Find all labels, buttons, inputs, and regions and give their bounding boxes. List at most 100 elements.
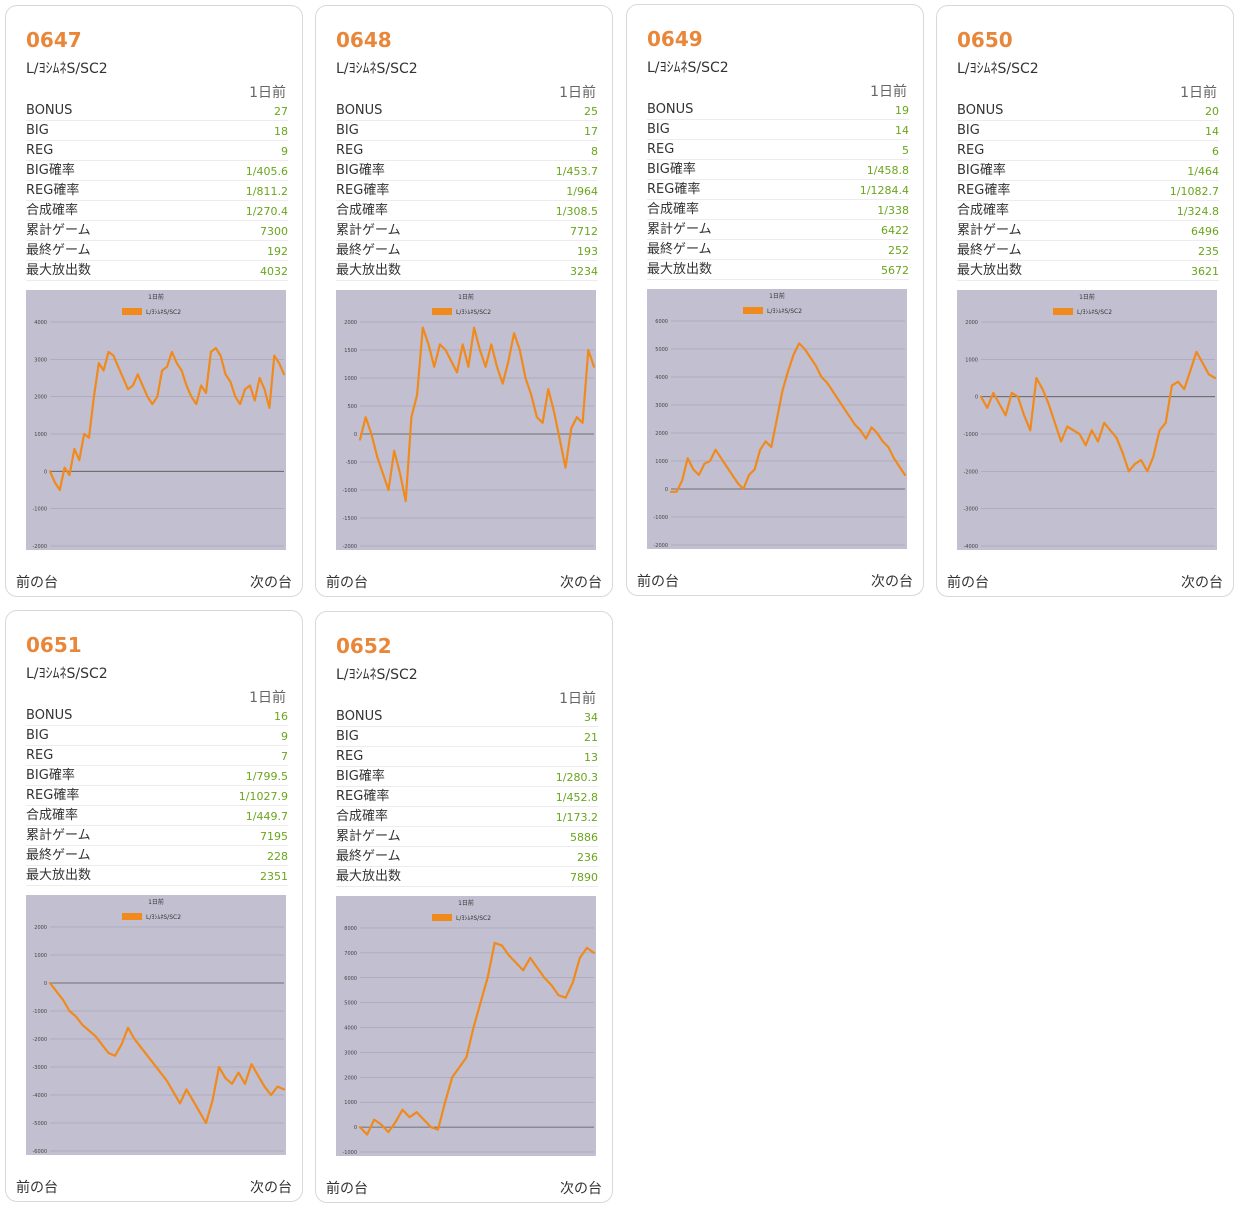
stat-label: REG確率 — [647, 182, 701, 197]
day-column-header: 1日前 — [559, 691, 596, 707]
next-machine-link[interactable]: 次の台 — [560, 1181, 602, 1197]
machine-number[interactable]: 0650 — [957, 28, 1013, 52]
stat-label: 最終ゲーム — [647, 242, 712, 257]
machine-number[interactable]: 0651 — [26, 633, 82, 657]
stats-row: 最大放出数 5672 — [647, 260, 909, 280]
prev-machine-link[interactable]: 前の台 — [16, 1180, 58, 1196]
stat-label: 最大放出数 — [26, 263, 92, 278]
next-machine-link[interactable]: 次の台 — [871, 574, 913, 590]
y-tick-label: 1000 — [34, 953, 47, 959]
y-tick-label: 2000 — [344, 1075, 357, 1081]
stat-value: 1/308.5 — [555, 205, 598, 218]
machine-number[interactable]: 0652 — [336, 634, 392, 658]
machine-number[interactable]: 0647 — [26, 28, 82, 52]
stat-label: REG確率 — [26, 183, 80, 198]
series-line — [979, 350, 1217, 473]
machine-model: L/ﾖｼﾑﾈS/SC2 — [336, 667, 418, 683]
stat-label: BIG確率 — [336, 769, 385, 784]
series-line — [358, 941, 596, 1136]
stat-value: 8 — [591, 145, 598, 158]
machine-number[interactable]: 0648 — [336, 28, 392, 52]
next-machine-link[interactable]: 次の台 — [560, 575, 602, 591]
stat-label: 累計ゲーム — [336, 223, 401, 238]
stat-label: BONUS — [26, 708, 73, 723]
payout-chart: 1日前 L/ﾖｼﾑﾈS/SC2 4000 3000 2000 1000 0 -1000 -200… — [26, 290, 286, 550]
next-machine-link[interactable]: 次の台 — [250, 1180, 292, 1196]
y-tick-label: 3000 — [344, 1050, 357, 1056]
stat-label: 最大放出数 — [957, 263, 1023, 278]
stat-value: 25 — [584, 105, 598, 118]
legend-swatch — [743, 307, 763, 314]
prev-machine-link[interactable]: 前の台 — [947, 575, 989, 591]
stats-row: REG 6 — [957, 141, 1219, 161]
machine-model: L/ﾖｼﾑﾈS/SC2 — [26, 666, 108, 682]
stats-row: REG 9 — [26, 141, 288, 161]
chart-title: 1日前 — [148, 898, 164, 906]
stats-row: 累計ゲーム 7300 — [26, 221, 288, 241]
stat-label: 最終ゲーム — [336, 243, 401, 258]
stat-label: 累計ゲーム — [26, 223, 91, 238]
stats-row: BIG 9 — [26, 726, 288, 746]
next-machine-link[interactable]: 次の台 — [1181, 575, 1223, 591]
chart-svg: 1日前 L/ﾖｼﾑﾈS/SC2 2000 1500 1000 500 0 -500 -1000 -… — [342, 293, 596, 550]
stat-label: BONUS — [647, 102, 694, 117]
stats-row: 最終ゲーム 192 — [26, 241, 288, 261]
stat-value: 1/338 — [877, 204, 909, 217]
legend-swatch — [122, 308, 142, 315]
y-tick-label: 3000 — [655, 403, 668, 409]
stat-value: 1/280.3 — [555, 771, 598, 784]
stats-row: BIG確率 1/405.6 — [26, 161, 288, 181]
stats-row: 最終ゲーム 193 — [336, 241, 598, 261]
stat-value: 252 — [888, 244, 909, 257]
stats-row: BIG確率 1/464 — [957, 161, 1219, 181]
y-tick-label: -4000 — [963, 544, 978, 550]
stats-row: 累計ゲーム 6422 — [647, 220, 909, 240]
stat-value: 9 — [281, 145, 288, 158]
stat-value: 14 — [1205, 125, 1219, 138]
y-tick-label: 0 — [665, 487, 668, 493]
y-tick-label: 2000 — [965, 320, 978, 326]
y-tick-label: 0 — [975, 395, 978, 401]
stat-value: 1/1027.9 — [238, 790, 288, 803]
next-machine-link[interactable]: 次の台 — [250, 575, 292, 591]
stat-label: BIG確率 — [336, 163, 385, 178]
prev-machine-link[interactable]: 前の台 — [16, 575, 58, 591]
stat-value: 1/405.6 — [245, 165, 288, 178]
prev-machine-link[interactable]: 前の台 — [326, 1181, 368, 1197]
day-column-header: 1日前 — [249, 85, 286, 101]
machine-model: L/ﾖｼﾑﾈS/SC2 — [647, 60, 729, 76]
stat-value: 1/1082.7 — [1169, 185, 1219, 198]
stat-label: REG — [26, 748, 54, 763]
stat-value: 6422 — [881, 224, 909, 237]
legend-swatch — [432, 914, 452, 921]
stat-value: 21 — [584, 731, 598, 744]
stat-value: 1/799.5 — [245, 770, 288, 783]
stats-table: BONUS 34 BIG 21 REG 13 BIG確率 1/280.3 REG確率 1/452.… — [336, 707, 598, 887]
y-tick-label: 4000 — [344, 1026, 357, 1032]
stats-row: BIG確率 1/453.7 — [336, 161, 598, 181]
stat-label: 合成確率 — [647, 202, 700, 217]
prev-machine-link[interactable]: 前の台 — [326, 575, 368, 591]
stat-label: BIG — [336, 729, 359, 744]
chart-title: 1日前 — [769, 292, 785, 300]
y-tick-label: -1000 — [342, 1150, 357, 1156]
machine-number[interactable]: 0649 — [647, 27, 703, 51]
stat-value: 5886 — [570, 831, 598, 844]
stats-row: 最大放出数 2351 — [26, 866, 288, 886]
machine-card: 0647 L/ﾖｼﾑﾈS/SC2 1日前 BONUS 27 BIG 18 REG 9 BIG… — [5, 5, 303, 597]
stat-label: BIG — [957, 123, 980, 138]
legend-label: L/ﾖｼﾑﾈS/SC2 — [1077, 309, 1112, 316]
stat-label: BIG確率 — [957, 163, 1006, 178]
chart-title: 1日前 — [148, 293, 164, 301]
y-tick-label: 0 — [44, 469, 47, 475]
y-tick-label: -2000 — [342, 544, 357, 550]
stats-row: 最大放出数 3234 — [336, 261, 598, 281]
stat-label: BIG確率 — [647, 162, 696, 177]
stats-row: 最大放出数 3621 — [957, 261, 1219, 281]
stats-table: BONUS 19 BIG 14 REG 5 BIG確率 1/458.8 REG確率 1/1284.… — [647, 100, 909, 280]
prev-machine-link[interactable]: 前の台 — [637, 574, 679, 590]
chart-title: 1日前 — [458, 899, 474, 907]
stats-row: REG 5 — [647, 140, 909, 160]
y-tick-label: -1000 — [32, 507, 47, 513]
stats-row: BONUS 34 — [336, 707, 598, 727]
